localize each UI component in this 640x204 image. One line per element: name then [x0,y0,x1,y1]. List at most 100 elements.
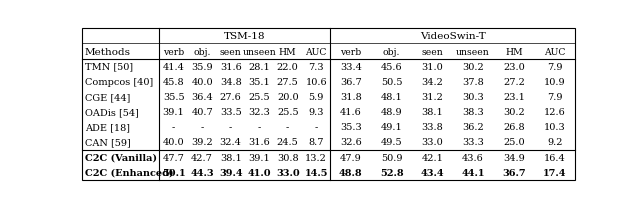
Text: 37.8: 37.8 [462,78,484,86]
Text: 38.1: 38.1 [220,153,241,162]
Text: 49.1: 49.1 [381,123,403,132]
Text: 35.9: 35.9 [191,62,213,71]
Text: 32.6: 32.6 [340,138,362,147]
Text: -: - [257,123,261,132]
Text: 33.8: 33.8 [422,123,444,132]
Text: 22.0: 22.0 [277,62,299,71]
Text: 50.9: 50.9 [381,153,403,162]
Text: 31.6: 31.6 [248,138,270,147]
Text: 7.3: 7.3 [308,62,324,71]
Text: 31.6: 31.6 [220,62,241,71]
Text: 36.2: 36.2 [462,123,484,132]
Text: C2C (Vanilla): C2C (Vanilla) [85,153,157,162]
Text: 20.0: 20.0 [277,93,298,102]
Text: 25.5: 25.5 [277,108,298,117]
Text: 23.1: 23.1 [503,93,525,102]
Text: 44.1: 44.1 [461,168,485,177]
Text: -: - [286,123,289,132]
Text: 8.7: 8.7 [308,138,324,147]
Text: 32.3: 32.3 [248,108,270,117]
Text: 32.4: 32.4 [220,138,241,147]
Text: 41.6: 41.6 [340,108,362,117]
Text: 7.9: 7.9 [547,93,563,102]
Text: unseen: unseen [243,47,276,56]
Text: 49.5: 49.5 [381,138,403,147]
Text: 52.8: 52.8 [380,168,403,177]
Text: 25.5: 25.5 [248,93,270,102]
Text: obj.: obj. [193,47,211,56]
Text: 43.6: 43.6 [462,153,484,162]
Text: 14.5: 14.5 [305,168,328,177]
Text: AUC: AUC [305,47,327,56]
Text: 33.5: 33.5 [220,108,241,117]
Text: 24.5: 24.5 [277,138,299,147]
Text: 39.1: 39.1 [248,153,270,162]
Text: -: - [200,123,204,132]
Text: 27.6: 27.6 [220,93,241,102]
Text: unseen: unseen [456,47,490,56]
Text: 38.3: 38.3 [462,108,484,117]
Text: C2C (Enhanced): C2C (Enhanced) [85,168,173,177]
Text: 23.0: 23.0 [503,62,525,71]
Text: verb: verb [163,47,184,56]
Text: 42.7: 42.7 [191,153,213,162]
Text: 5.9: 5.9 [308,93,324,102]
Text: 47.9: 47.9 [340,153,362,162]
Text: 26.8: 26.8 [503,123,525,132]
Text: 31.2: 31.2 [421,93,444,102]
Text: 50.5: 50.5 [381,78,403,86]
Text: 33.3: 33.3 [462,138,484,147]
Text: 27.2: 27.2 [503,78,525,86]
Text: 9.3: 9.3 [308,108,324,117]
Text: HM: HM [279,47,296,56]
Text: 47.7: 47.7 [163,153,184,162]
Text: 28.1: 28.1 [248,62,270,71]
Text: 35.1: 35.1 [248,78,270,86]
Text: 45.8: 45.8 [163,78,184,86]
Text: verb: verb [340,47,362,56]
Text: 36.4: 36.4 [191,93,213,102]
Text: 38.1: 38.1 [422,108,444,117]
Text: 12.6: 12.6 [544,108,566,117]
Text: 30.8: 30.8 [277,153,298,162]
Text: 33.4: 33.4 [340,62,362,71]
Text: CAN [59]: CAN [59] [85,138,131,147]
Text: 45.6: 45.6 [381,62,403,71]
Text: 34.9: 34.9 [503,153,525,162]
Text: Methods: Methods [85,47,131,56]
Text: 34.2: 34.2 [421,78,444,86]
Text: 30.2: 30.2 [462,62,484,71]
Text: seen: seen [422,47,444,56]
Text: seen: seen [220,47,241,56]
Text: 31.8: 31.8 [340,93,362,102]
Text: 10.6: 10.6 [305,78,327,86]
Text: 10.3: 10.3 [544,123,566,132]
Text: 48.9: 48.9 [381,108,403,117]
Text: 41.0: 41.0 [248,168,271,177]
Text: 39.1: 39.1 [163,108,184,117]
Text: 40.0: 40.0 [163,138,184,147]
Text: Compcos [40]: Compcos [40] [85,78,153,86]
Text: 30.3: 30.3 [462,93,484,102]
Text: 42.1: 42.1 [421,153,444,162]
Text: 41.4: 41.4 [163,62,184,71]
Text: 33.0: 33.0 [422,138,444,147]
Text: CGE [44]: CGE [44] [85,93,131,102]
Text: 39.4: 39.4 [219,168,243,177]
Text: 40.7: 40.7 [191,108,213,117]
Text: -: - [229,123,232,132]
Text: TMN [50]: TMN [50] [85,62,133,71]
Text: 7.9: 7.9 [547,62,563,71]
Text: 50.1: 50.1 [162,168,186,177]
Text: 33.0: 33.0 [276,168,300,177]
Text: -: - [315,123,318,132]
Text: 17.4: 17.4 [543,168,566,177]
Text: 13.2: 13.2 [305,153,327,162]
Text: 9.2: 9.2 [547,138,563,147]
Text: 27.5: 27.5 [277,78,299,86]
Text: OADis [54]: OADis [54] [85,108,139,117]
Text: AUC: AUC [544,47,565,56]
Text: 43.4: 43.4 [420,168,444,177]
Text: 40.0: 40.0 [191,78,213,86]
Text: 35.5: 35.5 [163,93,184,102]
